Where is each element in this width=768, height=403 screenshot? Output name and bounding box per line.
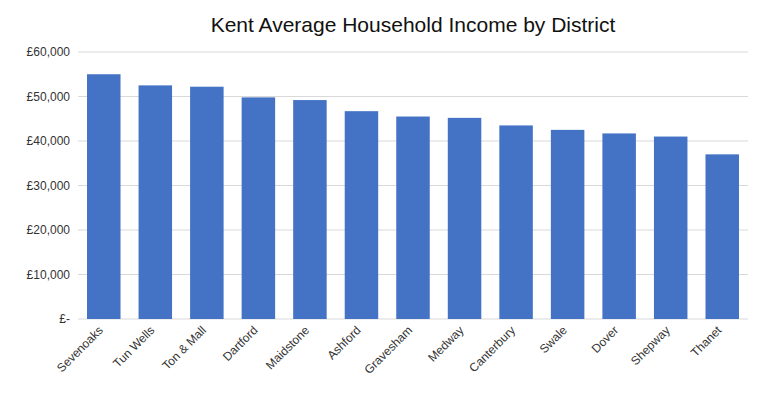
x-axis: SevenoaksTun WellsTon & Mall DartfordMaid… xyxy=(54,323,725,377)
x-tick-label: Dover xyxy=(589,323,622,356)
bar xyxy=(602,133,636,319)
bar xyxy=(499,125,532,319)
chart-container: Kent Average Household Income by Distric… xyxy=(0,0,768,403)
x-tick-label: Sevenoaks xyxy=(54,323,106,375)
x-tick-label: Canterbury xyxy=(466,323,518,375)
bar xyxy=(190,87,224,319)
y-tick-label: £- xyxy=(59,312,70,326)
x-tick-label: Dartford xyxy=(220,323,261,364)
bar xyxy=(139,85,173,319)
y-tick-label: £30,000 xyxy=(27,179,71,193)
title: Kent Average Household Income by Distric… xyxy=(211,13,616,36)
x-tick-label: Maidstone xyxy=(263,323,312,372)
y-tick-label: £50,000 xyxy=(27,90,71,104)
bar xyxy=(345,111,379,319)
y-tick-label: £20,000 xyxy=(27,223,71,237)
y-tick-label: £10,000 xyxy=(27,268,71,282)
chart: Kent Average Household Income by Distric… xyxy=(0,0,768,403)
bar xyxy=(551,130,585,319)
x-tick-label: Ashford xyxy=(324,323,363,362)
x-tick-label: Gravesham xyxy=(361,323,415,377)
bar xyxy=(242,97,276,319)
bar xyxy=(654,137,688,319)
bar xyxy=(448,118,482,319)
bar xyxy=(705,154,739,319)
bar xyxy=(293,100,327,319)
bar xyxy=(396,117,430,319)
x-tick-label: Shepway xyxy=(628,323,673,368)
bars xyxy=(87,74,739,319)
x-tick-label: Thanet xyxy=(688,323,725,360)
x-tick-label: Swale xyxy=(537,323,570,356)
y-tick-label: £60,000 xyxy=(27,45,71,59)
x-tick-label: Tun Wells xyxy=(110,323,157,370)
x-tick-label: Medway xyxy=(425,323,466,364)
y-tick-label: £40,000 xyxy=(27,134,71,148)
bar xyxy=(87,74,121,319)
y-axis: £- £10,000 £20,000 £30,000 £40,000 £50,000 £60… xyxy=(27,45,748,326)
grid-line xyxy=(78,96,748,97)
grid-line xyxy=(78,52,748,53)
x-tick-label: Ton & Mall xyxy=(159,323,209,373)
